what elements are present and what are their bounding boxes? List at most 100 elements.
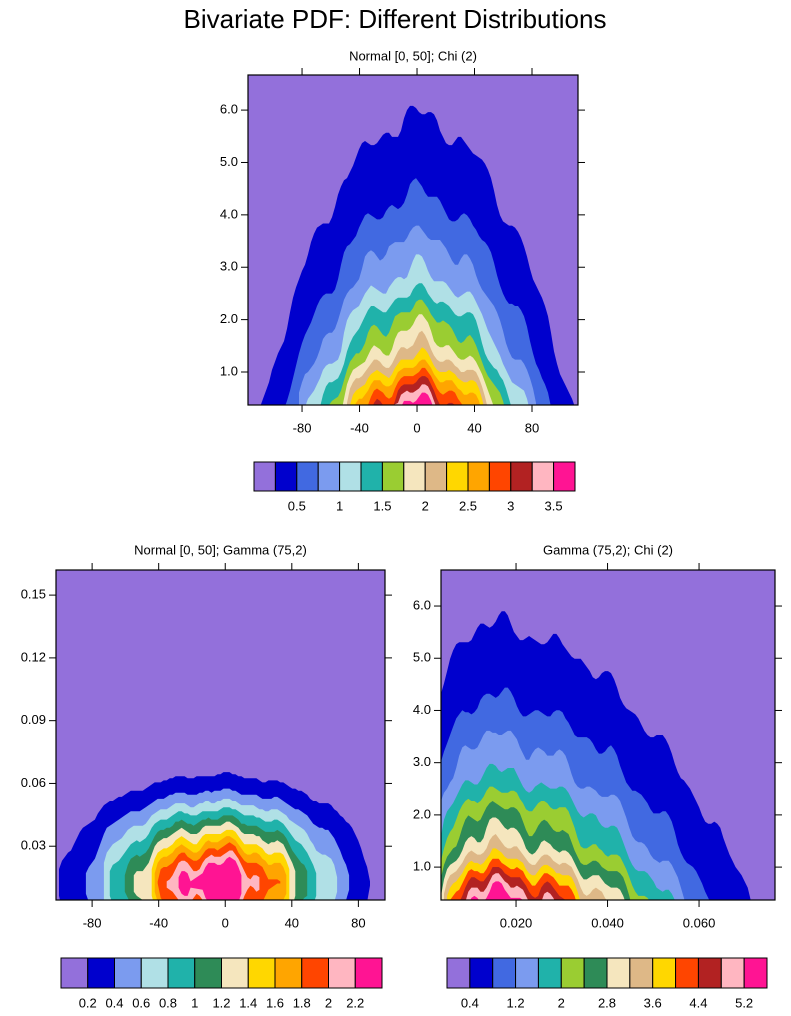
y-tick-label: 0.09 (21, 712, 46, 727)
colorbar-box (247, 957, 276, 989)
contour-fill (465, 873, 555, 900)
colorbar-box (743, 957, 768, 989)
colorbar-box (301, 957, 329, 989)
colorbar-box (328, 957, 356, 989)
colorbar-label: 3 (507, 498, 514, 513)
contours (441, 611, 751, 900)
colorbar-box (253, 461, 276, 492)
colorbar-box (446, 957, 471, 989)
y-tick-label: 1.0 (413, 859, 431, 874)
colorbar-box (560, 957, 585, 989)
panel-title: Gamma (75,2); Chi (2) (543, 542, 673, 557)
colorbar-box (354, 957, 383, 989)
x-tick-label: 0.020 (500, 915, 533, 930)
colorbar-box (403, 461, 426, 492)
colorbar-box (194, 957, 222, 989)
plot-frame (55, 569, 386, 901)
colorbar-box (339, 461, 362, 492)
plot-frame (247, 74, 579, 406)
y-tick-label: 5.0 (413, 650, 431, 665)
y-tick-label: 5.0 (220, 154, 238, 169)
contours (59, 772, 370, 900)
y-tick-label: 4.0 (413, 702, 431, 717)
colorbar-label: 2 (422, 498, 429, 513)
x-tick-label: 40 (285, 915, 299, 930)
panel: Normal [0, 50]; Chi (2) -80 -40 0 40 80 1.0 2.0… (220, 48, 585, 513)
x-tick-label: 80 (525, 420, 539, 435)
colorbar-label: 4.4 (689, 995, 707, 1010)
contour-fill (373, 376, 455, 405)
x-tick-label: -40 (149, 915, 168, 930)
y-tick-label: 2.0 (413, 806, 431, 821)
colorbar-box (697, 957, 722, 989)
figure-title: Bivariate PDF: Different Distributions (184, 4, 607, 34)
x-tick-label: 40 (467, 420, 481, 435)
contour-fill (402, 392, 433, 405)
colorbar-label: 2 (558, 995, 565, 1010)
colorbar-box (606, 957, 631, 989)
colorbar-box (221, 957, 249, 989)
colorbar-box (583, 957, 608, 989)
colorbar-label: 1 (336, 498, 343, 513)
colorbar-label: 1.2 (212, 995, 230, 1010)
colorbar-label: 5.2 (735, 995, 753, 1010)
colorbar-label: 1.2 (507, 995, 525, 1010)
colorbar-box (675, 957, 699, 989)
panel: Gamma (75,2); Chi (2) 0.020 0.040 0.060 1.0 2… (413, 542, 782, 1010)
y-tick-label: 3.0 (413, 754, 431, 769)
colorbar-box (167, 957, 196, 989)
colorbar-label: 2.2 (346, 995, 364, 1010)
x-tick-label: 80 (351, 915, 365, 930)
colorbar-box (317, 461, 341, 492)
colorbar-label: 0.2 (79, 995, 97, 1010)
y-tick-label: 6.0 (220, 102, 238, 117)
colorbar-box (296, 461, 319, 492)
y-tick-label: 3.0 (220, 259, 238, 274)
colorbar-label: 0.6 (132, 995, 150, 1010)
y-tick-label: 0.12 (21, 649, 46, 664)
panel-title: Normal [0, 50]; Gamma (75,2) (134, 542, 307, 557)
x-tick-label: -40 (350, 420, 369, 435)
colorbar-box (467, 461, 490, 492)
colorbar-label: 2.5 (459, 498, 477, 513)
colorbar-label: 2.8 (598, 995, 616, 1010)
colorbar-box (720, 957, 745, 989)
colorbar-box (360, 461, 383, 492)
colorbar-box (274, 957, 303, 989)
x-tick-label: 0 (413, 420, 420, 435)
y-tick-label: 0.15 (21, 587, 46, 602)
colorbar-box (87, 957, 115, 989)
colorbar-box (629, 957, 654, 989)
colorbar-box (652, 957, 677, 989)
colorbar-label: 1.6 (266, 995, 284, 1010)
colorbar-label: 3.5 (545, 498, 563, 513)
colorbar-label: 0.4 (105, 995, 123, 1010)
x-tick-label: 0.040 (591, 915, 624, 930)
y-tick-label: 6.0 (413, 597, 431, 612)
colorbar-box (274, 461, 298, 492)
colorbar-box (510, 461, 533, 492)
colorbar-box (531, 461, 555, 492)
colorbar-box (60, 957, 89, 989)
contour-fill (178, 856, 242, 900)
colorbar-label: 1 (191, 995, 198, 1010)
colorbar-box (553, 461, 576, 492)
colorbar-box (446, 461, 469, 492)
colorbar-label: 0.8 (159, 995, 177, 1010)
colorbar-label: 0.5 (288, 498, 306, 513)
panel-title: Normal [0, 50]; Chi (2) (349, 48, 477, 63)
colorbar-label: 1.8 (293, 995, 311, 1010)
colorbar-box (488, 461, 512, 492)
y-tick-label: 2.0 (220, 311, 238, 326)
y-tick-label: 0.03 (21, 838, 46, 853)
colorbar-box (537, 957, 562, 989)
colorbar-box (424, 461, 448, 492)
x-tick-label: -80 (293, 420, 312, 435)
y-tick-label: 1.0 (220, 363, 238, 378)
panel: Normal [0, 50]; Gamma (75,2) -80 -40 0 40 80 0… (21, 542, 392, 1010)
y-tick-label: 4.0 (220, 206, 238, 221)
x-tick-label: 0 (222, 915, 229, 930)
x-tick-label: 0.060 (683, 915, 716, 930)
colorbar-label: 3.6 (644, 995, 662, 1010)
